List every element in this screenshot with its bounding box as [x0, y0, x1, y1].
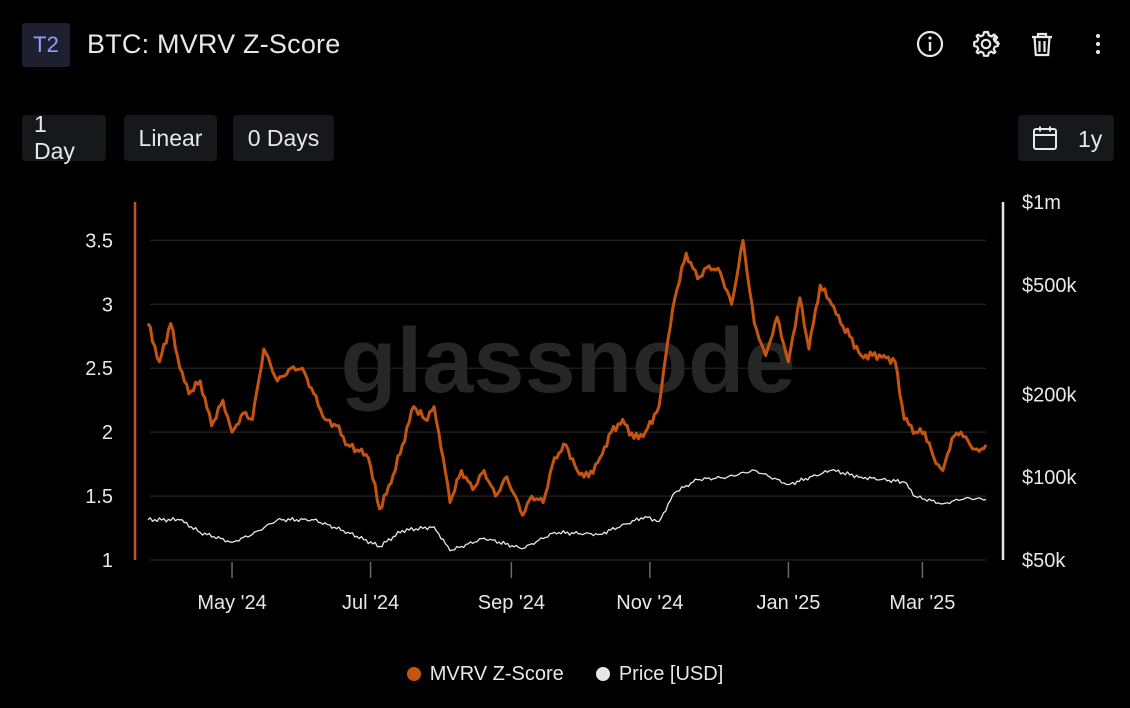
left-tick-label: 2.5: [85, 358, 113, 380]
left-tick-label: 3: [102, 294, 113, 316]
legend-swatch-zscore: [406, 667, 421, 681]
price-series-line: [147, 468, 987, 552]
legend: MVRV Z-Score Price [USD]: [0, 660, 1130, 688]
right-tick-label: $100k: [1022, 467, 1077, 489]
trash-icon[interactable]: [1026, 28, 1058, 60]
resolution-button[interactable]: 1 Day: [22, 111, 106, 164]
x-axis-ticks: May '24 Jul '24 Sep '24 Nov '24 Jan '25 Mar '…: [197, 562, 955, 614]
left-tick-label: 2: [102, 422, 113, 444]
average-button[interactable]: 0 Days: [233, 115, 334, 161]
x-tick-label: Nov '24: [616, 592, 683, 614]
range-button[interactable]: 1y: [1018, 115, 1114, 161]
zscore-series-line: [146, 238, 988, 517]
scale-button[interactable]: Linear: [124, 115, 217, 161]
right-tick-label: $200k: [1022, 384, 1077, 406]
chart: glassnode 11.522.533.5 $50k$100k$200k$50…: [85, 192, 1077, 614]
tier-badge: T2: [22, 23, 70, 67]
chart-title: BTC: MVRV Z-Score: [87, 29, 341, 59]
more-vertical-icon[interactable]: [1082, 28, 1114, 60]
x-tick-label: Mar '25: [889, 592, 955, 614]
calendar-icon: [1032, 125, 1058, 151]
range-label: 1y: [1078, 126, 1103, 152]
right-tick-label: $1m: [1022, 192, 1061, 214]
x-tick-label: Jul '24: [342, 592, 399, 614]
left-tick-label: 1: [102, 550, 113, 572]
chart-header: T2 BTC: MVRV Z-Score: [0, 0, 1130, 90]
legend-swatch-price: [595, 667, 610, 681]
legend-item-price[interactable]: Price [USD]: [595, 662, 724, 686]
x-tick-label: Jan '25: [756, 592, 820, 614]
legend-label-zscore: MVRV Z-Score: [429, 662, 564, 685]
left-tick-label: 3.5: [85, 230, 113, 252]
left-axis-ticks: 1 1.5 2 2.5 3 3.5: [85, 230, 113, 572]
info-icon[interactable]: [914, 28, 946, 60]
right-axis-ticks: $50k $100k $200k $500k $1m: [1022, 192, 1077, 572]
x-tick-label: May '24: [197, 592, 266, 614]
right-tick-label: $50k: [1022, 550, 1066, 572]
legend-item-zscore[interactable]: MVRV Z-Score: [406, 662, 564, 686]
right-tick-label: $500k: [1022, 275, 1077, 297]
gear-icon[interactable]: [970, 28, 1002, 60]
x-tick-label: Sep '24: [478, 592, 545, 614]
watermark: glassnode: [340, 310, 795, 412]
legend-label-price: Price [USD]: [618, 662, 724, 685]
left-tick-label: 1.5: [85, 486, 113, 508]
